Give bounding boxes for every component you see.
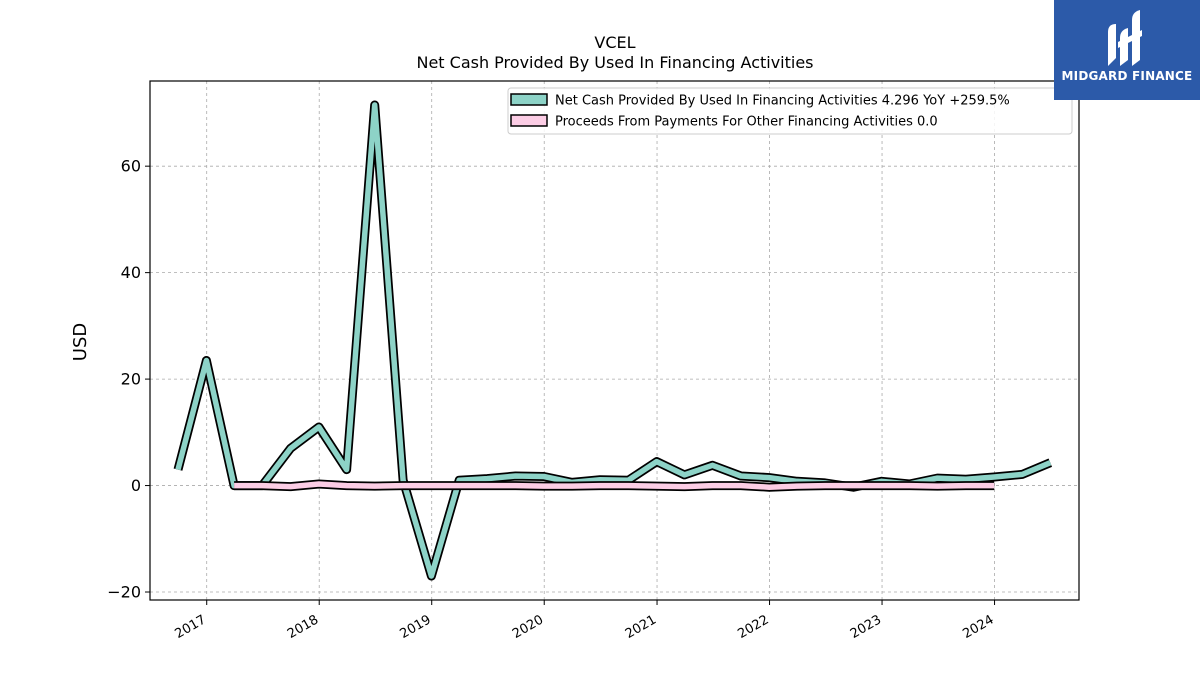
chart-title: VCEL (594, 33, 635, 52)
plot-frame (149, 80, 1080, 601)
x-tick-label: 2017 (173, 612, 209, 642)
logo-text: MIDGARD FINANCE (1061, 69, 1193, 83)
x-tick-label: 2019 (398, 612, 434, 642)
series-line-1 (234, 481, 995, 490)
y-axis-label: USD (70, 323, 91, 361)
y-tick-label: −20 (107, 583, 141, 602)
y-tick-label: 40 (121, 263, 141, 282)
midgard-finance-logo: MIDGARD FINANCE (1054, 0, 1200, 100)
y-tick-label: 60 (121, 157, 141, 176)
x-tick-label: 2018 (285, 612, 321, 642)
x-tick-label: 2020 (510, 612, 546, 642)
legend-swatch-net-cash (510, 93, 548, 106)
x-tick-label: 2021 (623, 612, 659, 642)
y-tick-label: 0 (131, 476, 141, 495)
x-tick-label: 2024 (960, 612, 996, 642)
series-line-0 (175, 102, 1052, 579)
legend-label-proceeds: Proceeds From Payments For Other Financi… (555, 115, 938, 130)
y-tick-label: 20 (121, 370, 141, 389)
legend-box (507, 87, 1073, 135)
legend: Net Cash Provided By Used In Financing A… (507, 87, 1073, 135)
grid (150, 81, 1079, 600)
legend-label-net-cash: Net Cash Provided By Used In Financing A… (555, 94, 1010, 109)
legend-swatch-proceeds (510, 114, 548, 127)
ticks: −20 0 20 40 60 2017 2018 2019 2020 2021 2022 2023 20… (107, 157, 996, 642)
x-tick-label: 2023 (848, 612, 884, 642)
x-tick-label: 2022 (735, 612, 771, 642)
series-layer (173, 100, 1053, 581)
midgard-logo-icon (1108, 10, 1142, 66)
chart-subtitle: Net Cash Provided By Used In Financing A… (416, 53, 813, 72)
series-outline-0 (173, 100, 1053, 581)
